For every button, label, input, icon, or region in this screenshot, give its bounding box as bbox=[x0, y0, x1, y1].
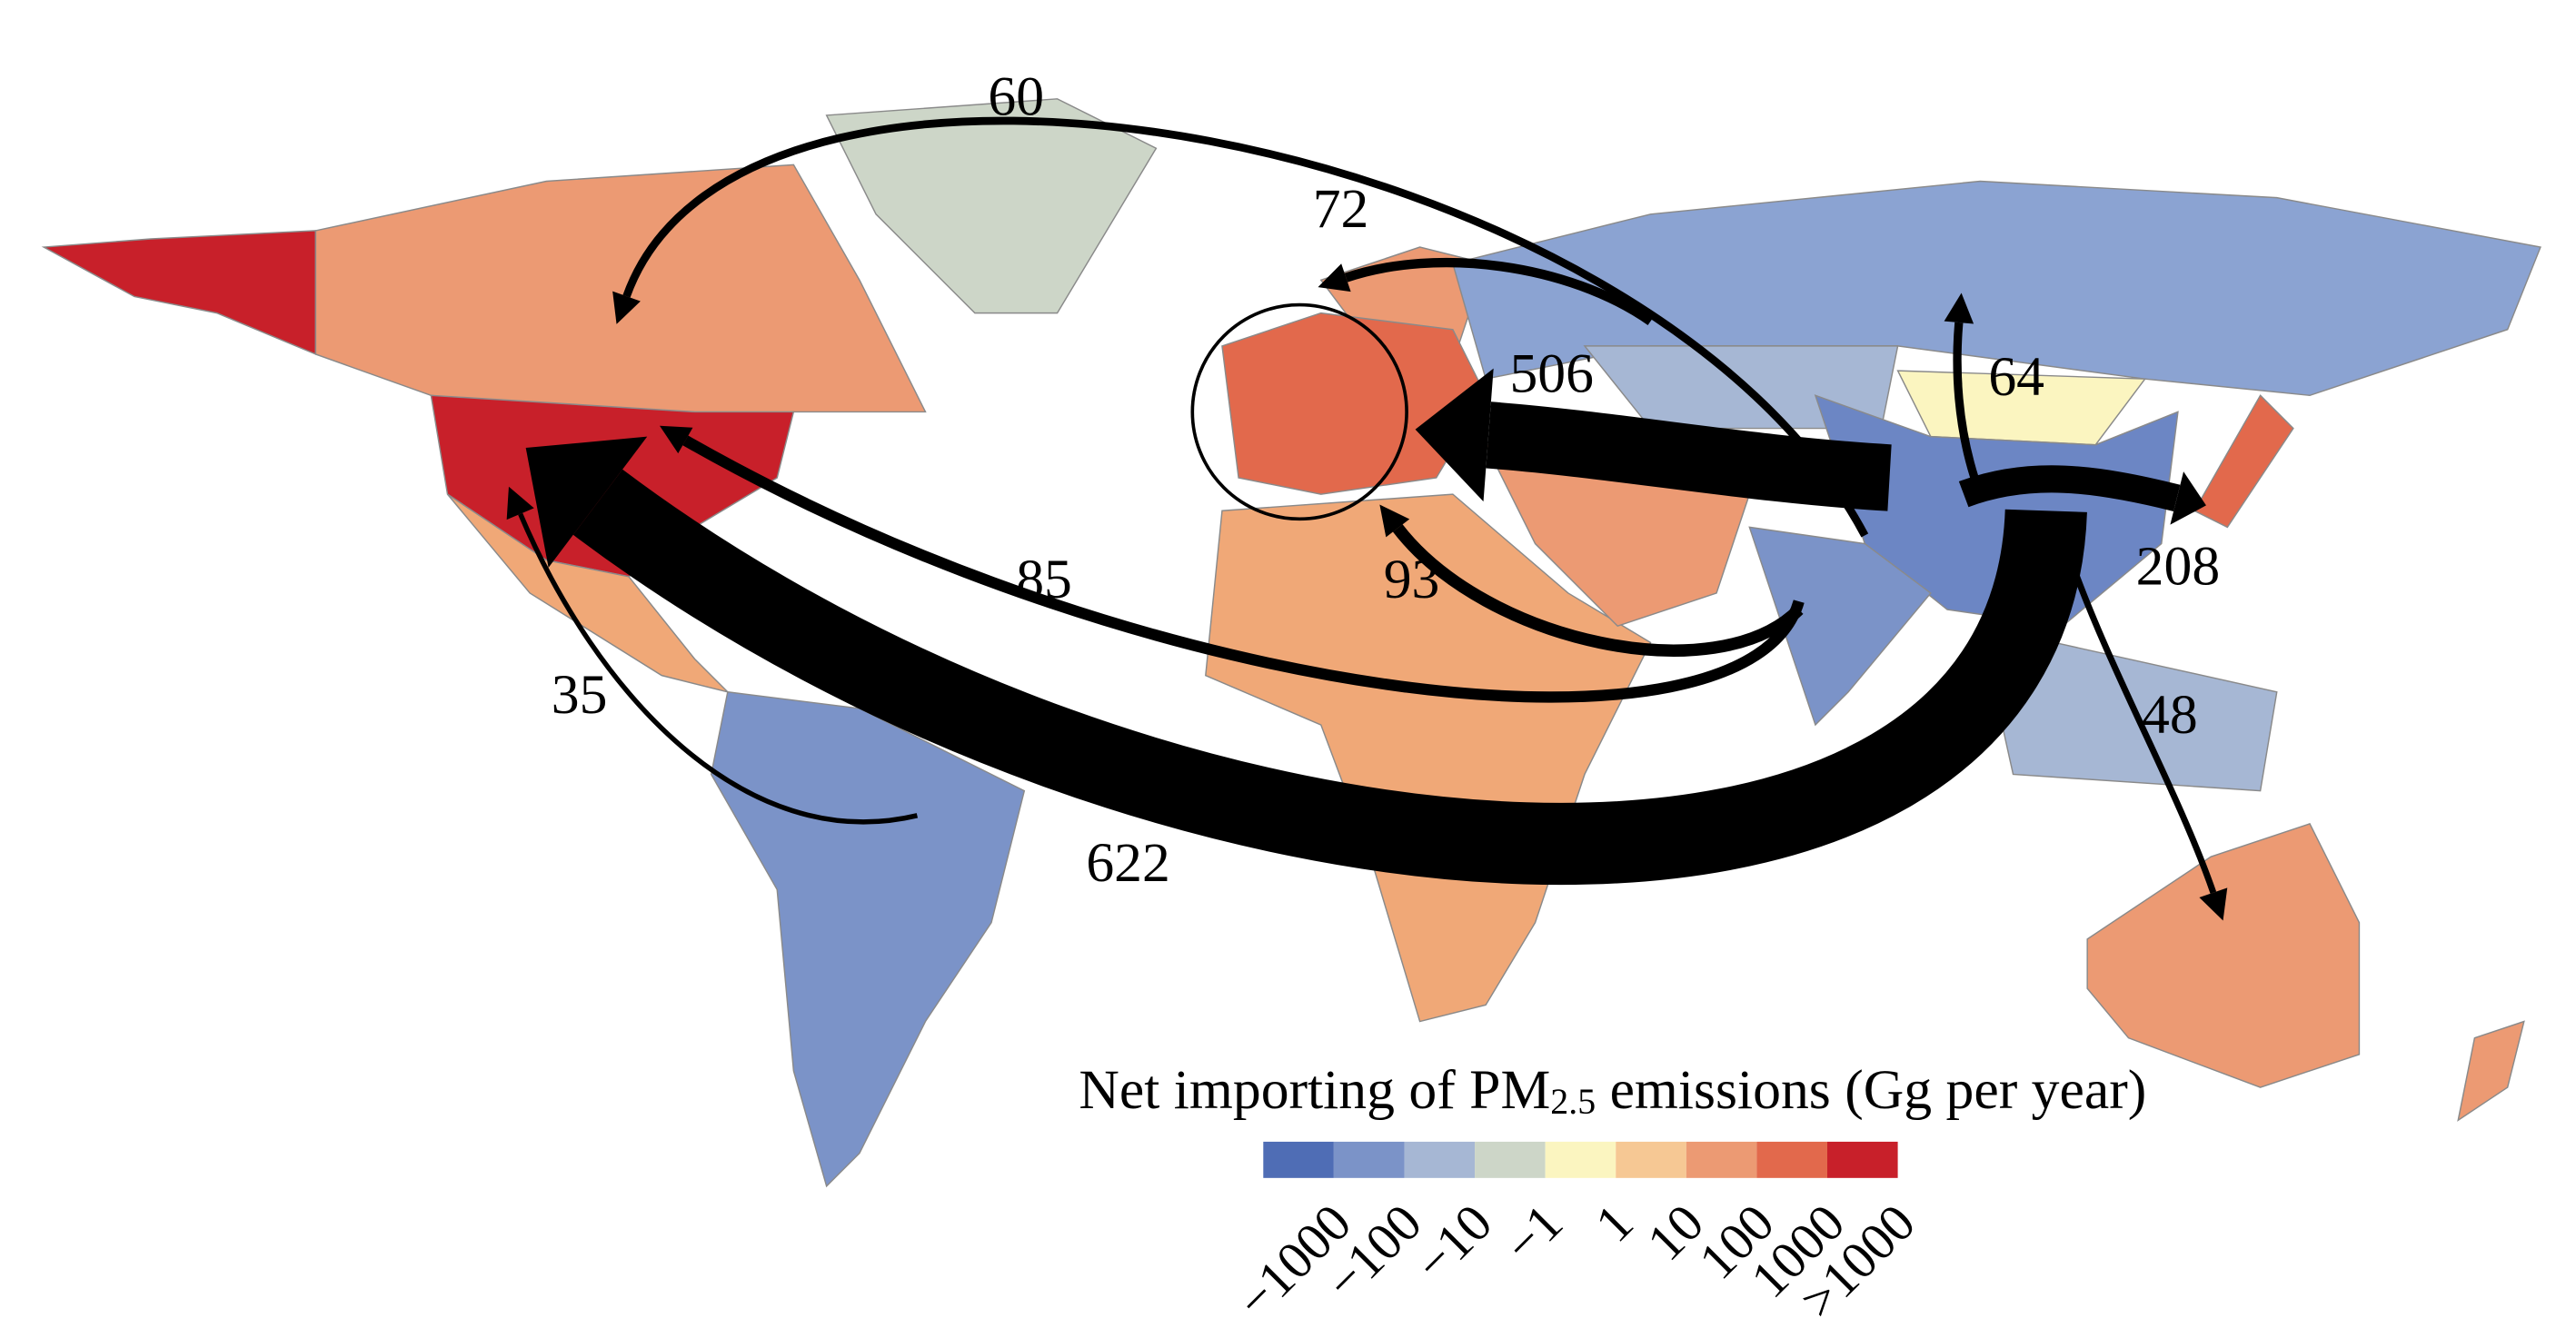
flow-arrow bbox=[518, 512, 919, 825]
flows: 60 72 506 64 208 48 93 85 35 622 bbox=[506, 66, 2228, 921]
flow-label: 60 bbox=[988, 66, 1044, 128]
flow-label: 506 bbox=[1509, 342, 1593, 404]
legend-swatch bbox=[1333, 1141, 1405, 1178]
flow-arrow bbox=[622, 116, 1869, 538]
flow-arrow bbox=[1953, 322, 1984, 496]
flow-label: 64 bbox=[1988, 346, 2044, 408]
legend-label: −1 bbox=[1492, 1193, 1574, 1274]
legend-swatch bbox=[1616, 1141, 1686, 1178]
legend-swatch bbox=[1263, 1141, 1334, 1178]
europe-circle bbox=[1190, 302, 1408, 521]
legend-swatch bbox=[1475, 1141, 1546, 1178]
flow-arrowhead bbox=[1379, 504, 1410, 538]
flow-arrow bbox=[1392, 524, 1804, 657]
legend: Net importing of PM2.5 emissions (Gg per… bbox=[1079, 1059, 2146, 1318]
legend-swatch bbox=[1404, 1141, 1476, 1178]
flow-arrowhead bbox=[1944, 292, 1974, 324]
legend-title-sub: 2.5 bbox=[1550, 1081, 1596, 1122]
flow-arrowhead bbox=[506, 486, 534, 520]
legend-title: Net importing of PM2.5 emissions (Gg per… bbox=[1079, 1059, 2146, 1122]
flow-arrowhead bbox=[525, 436, 648, 568]
legend-title-part: Net importing of PM bbox=[1079, 1059, 1550, 1121]
flow-label: 208 bbox=[2136, 536, 2220, 598]
legend-label: 1 bbox=[1584, 1193, 1644, 1253]
flow-label: 85 bbox=[1016, 549, 1072, 610]
flow-arrowhead bbox=[1415, 368, 1494, 502]
flow-arrow bbox=[682, 435, 1805, 703]
flow-arrow bbox=[1344, 257, 1654, 325]
legend-swatch bbox=[1686, 1141, 1757, 1178]
flow-arrowhead bbox=[612, 291, 641, 324]
legend-title-part: emissions (Gg per year) bbox=[1596, 1059, 2146, 1121]
flow-label: 72 bbox=[1313, 178, 1369, 240]
flow-arrowhead bbox=[2170, 471, 2206, 525]
flow-arrowhead bbox=[2199, 887, 2228, 921]
legend-label: −10 bbox=[1403, 1193, 1503, 1293]
flow-label: 622 bbox=[1086, 832, 1169, 894]
flow-arrowhead bbox=[659, 425, 693, 454]
flow-arrowhead bbox=[1318, 263, 1351, 292]
flow-arrow bbox=[1958, 465, 2181, 512]
flow-label: 35 bbox=[552, 664, 608, 726]
flow-arrow bbox=[1486, 401, 1892, 511]
land bbox=[41, 98, 2541, 1188]
flow-arrow bbox=[572, 469, 2087, 886]
legend-swatch bbox=[1545, 1141, 1616, 1178]
flow-label: 93 bbox=[1384, 549, 1440, 610]
legend-swatch bbox=[1756, 1141, 1827, 1178]
flow-arrow bbox=[2067, 559, 2217, 894]
legend-swatch bbox=[1826, 1141, 1898, 1178]
flow-label: 48 bbox=[2142, 684, 2198, 746]
